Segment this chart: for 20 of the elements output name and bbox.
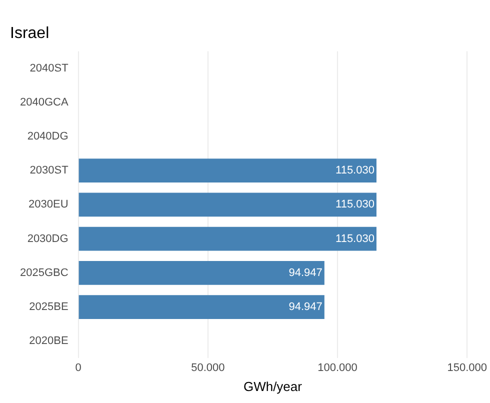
x-tick-label: 0 <box>75 362 82 374</box>
y-tick-label: 2030EU <box>28 198 68 211</box>
chart-title: Israel <box>10 25 50 42</box>
data-label: 94.947 <box>288 301 322 314</box>
y-tick-label: 2025BE <box>29 301 68 314</box>
data-label: 115.030 <box>336 164 374 177</box>
data-label: 115.030 <box>336 232 374 245</box>
x-tick-label: 50.000 <box>191 362 225 374</box>
y-tick-label: 2040GCA <box>20 96 69 108</box>
y-tick-label: 2030DG <box>27 232 68 245</box>
x-tick-label: 150.000 <box>447 362 487 374</box>
y-tick-label: 2040ST <box>30 62 69 74</box>
y-tick-label: 2020BE <box>29 335 68 348</box>
data-label: 94.947 <box>288 266 322 279</box>
data-label: 115.030 <box>336 198 374 211</box>
y-tick-label: 2025GBC <box>20 266 68 279</box>
x-axis-title: GWh/year <box>243 378 303 394</box>
y-tick-label: 2030ST <box>30 164 69 177</box>
x-tick-label: 100.000 <box>318 362 358 374</box>
y-tick-label: 2040DG <box>27 130 68 143</box>
